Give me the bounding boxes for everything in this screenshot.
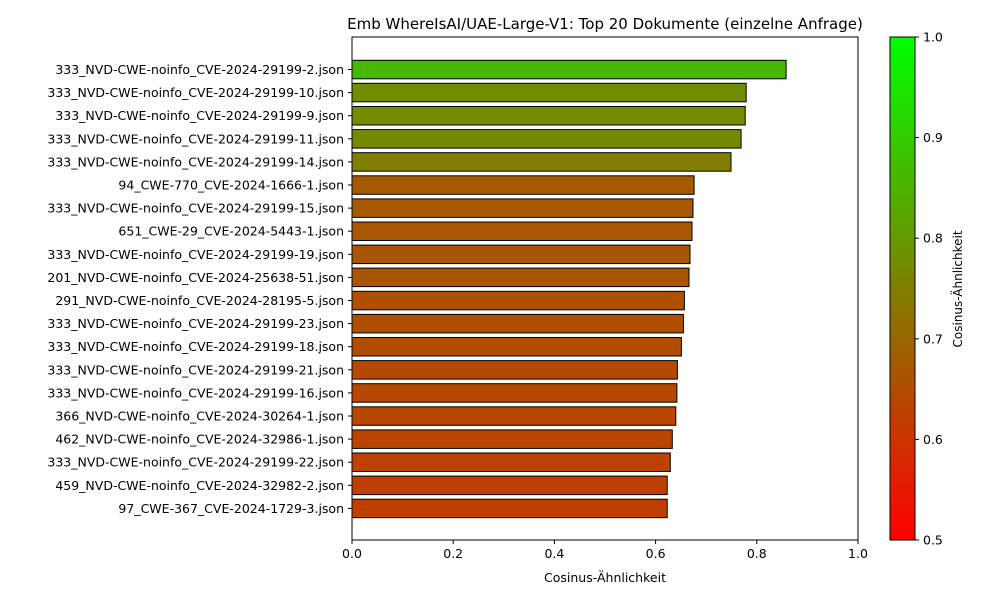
y-tick-label: 333_NVD-CWE-noinfo_CVE-2024-29199-21.jso…	[47, 362, 344, 377]
y-tick-labels: 333_NVD-CWE-noinfo_CVE-2024-29199-2.json…	[47, 62, 352, 516]
colorbar-label: Cosinus-Ähnlichkeit	[950, 230, 965, 347]
y-tick-label: 651_CWE-29_CVE-2024-5443-1.json	[118, 224, 344, 239]
bar	[351, 406, 677, 426]
y-tick-label: 333_NVD-CWE-noinfo_CVE-2024-29199-19.jso…	[47, 247, 344, 262]
y-tick-label: 201_NVD-CWE-noinfo_CVE-2024-25638-51.jso…	[47, 270, 344, 285]
bar	[351, 152, 732, 172]
y-tick-label: 333_NVD-CWE-noinfo_CVE-2024-29199-2.json	[55, 62, 344, 77]
x-tick-label: 0.6	[646, 546, 666, 561]
y-tick-label: 333_NVD-CWE-noinfo_CVE-2024-29199-15.jso…	[47, 201, 344, 216]
x-tick-label: 0.2	[443, 546, 463, 561]
x-tick-label: 0.0	[342, 546, 362, 561]
colorbar-ticks: 0.5 0.6 0.7 0.8 0.9 1.0	[915, 30, 943, 548]
y-tick-label: 333_NVD-CWE-noinfo_CVE-2024-29199-16.jso…	[47, 385, 344, 400]
bars-group	[351, 59, 787, 519]
bar	[351, 452, 671, 472]
bar	[351, 290, 685, 311]
y-tick-label: 333_NVD-CWE-noinfo_CVE-2024-29199-22.jso…	[47, 455, 344, 470]
colorbar-tick-label: 0.5	[923, 533, 943, 548]
colorbar-tick-label: 0.8	[923, 231, 943, 246]
bar	[351, 475, 668, 496]
y-tick-label: 97_CWE-367_CVE-2024-1729-3.json	[118, 501, 344, 516]
y-tick-label: 291_NVD-CWE-noinfo_CVE-2024-28195-5.json	[55, 293, 344, 308]
y-tick-label: 462_NVD-CWE-noinfo_CVE-2024-32986-1.json	[55, 432, 344, 447]
bar	[351, 129, 742, 149]
bar	[351, 313, 684, 334]
y-tick-label: 333_NVD-CWE-noinfo_CVE-2024-29199-23.jso…	[47, 316, 344, 331]
bar	[351, 498, 668, 519]
bar	[351, 267, 690, 288]
bar	[351, 106, 746, 126]
plot-frame	[351, 36, 859, 541]
colorbar-tick-label: 0.6	[923, 432, 943, 447]
colorbar	[889, 36, 916, 541]
y-tick-label: 459_NVD-CWE-noinfo_CVE-2024-32982-2.json	[55, 478, 344, 493]
y-tick-label: 333_NVD-CWE-noinfo_CVE-2024-29199-14.jso…	[47, 154, 344, 169]
x-axis-label: Cosinus-Ähnlichkeit	[544, 570, 666, 585]
y-tick-label: 333_NVD-CWE-noinfo_CVE-2024-29199-18.jso…	[47, 339, 344, 354]
bar	[351, 383, 678, 403]
bar	[351, 244, 691, 265]
y-tick-label: 366_NVD-CWE-noinfo_CVE-2024-30264-1.json	[55, 409, 344, 424]
bar	[351, 59, 787, 80]
y-tick-label: 94_CWE-770_CVE-2024-1666-1.json	[118, 178, 344, 193]
x-tick-label: 0.8	[747, 546, 767, 561]
y-tick-label: 333_NVD-CWE-noinfo_CVE-2024-29199-11.jso…	[47, 131, 344, 146]
bar	[351, 429, 673, 449]
chart-title: Emb WhereIsAI/UAE-Large-V1: Top 20 Dokum…	[347, 15, 863, 33]
bar	[351, 82, 747, 103]
x-tick-label: 0.4	[544, 546, 564, 561]
x-axis-ticks: 0.0 0.2 0.4 0.6 0.8 1.0	[342, 540, 868, 561]
bar	[351, 360, 678, 380]
colorbar-tick-label: 0.9	[923, 130, 943, 145]
bar	[351, 221, 693, 241]
x-tick-label: 1.0	[848, 546, 868, 561]
colorbar-tick-label: 1.0	[923, 30, 943, 45]
y-tick-label: 333_NVD-CWE-noinfo_CVE-2024-29199-9.json	[55, 108, 344, 123]
colorbar-tick-label: 0.7	[923, 331, 943, 346]
bar	[351, 198, 694, 218]
y-tick-label: 333_NVD-CWE-noinfo_CVE-2024-29199-10.jso…	[47, 85, 344, 100]
bar	[351, 175, 695, 195]
bar	[351, 337, 682, 357]
